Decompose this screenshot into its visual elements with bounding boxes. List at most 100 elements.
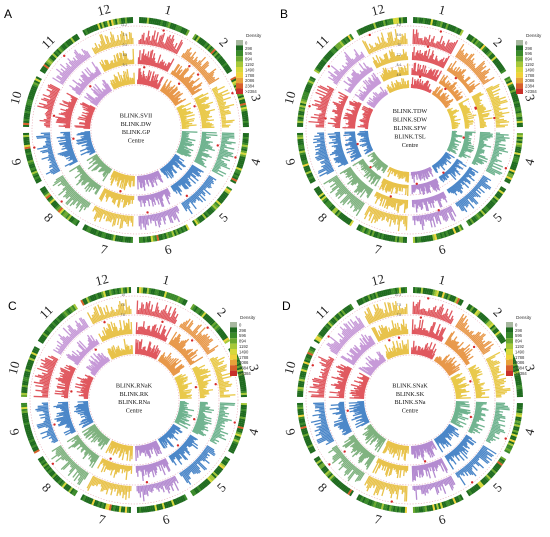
- legend-label: 1192: [239, 344, 249, 349]
- centre-label: BLINK.DW: [121, 121, 152, 128]
- significant-locus: [419, 76, 421, 78]
- legend-label: 2086: [239, 360, 249, 365]
- snp-bar: [136, 446, 137, 461]
- chromosome-label: 4: [521, 156, 537, 167]
- axis-tick-label: 9.1: [123, 63, 128, 67]
- density-segment: [21, 395, 27, 397]
- chromosome-label: 9: [9, 157, 25, 167]
- snp-bar: [88, 477, 95, 491]
- snp-bar: [45, 415, 49, 416]
- snp-bar: [38, 406, 49, 407]
- snp-bar: [137, 466, 138, 477]
- legend-label: 1192: [245, 62, 255, 67]
- snp-bar: [336, 138, 341, 139]
- snp-bar: [401, 55, 402, 61]
- significant-locus: [103, 321, 105, 323]
- density-segment: [131, 17, 133, 23]
- snp-bar: [47, 118, 51, 119]
- panel-c: C123456789101112107.67.6BLINK.RNaKBLINK.…: [5, 271, 263, 528]
- snp-bar: [221, 116, 225, 117]
- snp-bar: [318, 119, 325, 120]
- snp-bar: [150, 41, 151, 45]
- legend-swatch: [236, 78, 243, 83]
- legend-label: 1490: [245, 67, 255, 72]
- chromosome-label: 6: [163, 241, 174, 257]
- snp-bar: [122, 485, 123, 492]
- density-segment: [23, 135, 29, 137]
- snp-bar: [131, 33, 132, 44]
- legend-label: 1788: [245, 73, 255, 78]
- significant-locus: [53, 115, 55, 117]
- density-segment: [129, 507, 131, 513]
- snp-bar: [143, 33, 144, 44]
- significant-locus: [186, 195, 188, 197]
- snp-bar: [78, 404, 88, 405]
- snp-bar: [416, 29, 417, 44]
- snp-bar: [403, 54, 404, 60]
- snp-bar: [422, 308, 423, 315]
- snp-bar: [404, 36, 405, 44]
- snp-bar: [414, 34, 415, 44]
- significant-locus: [455, 77, 457, 79]
- snp-bar: [220, 148, 224, 149]
- legend-label: 2384: [239, 366, 249, 371]
- snp-bar: [220, 391, 229, 392]
- snp-bar: [480, 123, 486, 124]
- significant-locus: [70, 390, 72, 392]
- snp-bar: [117, 214, 118, 218]
- legend-label: 1192: [525, 62, 535, 67]
- snp-bar: [57, 404, 68, 405]
- significant-locus: [390, 195, 392, 197]
- centre-label: BLINK.RNaK: [116, 382, 153, 389]
- chromosome-label: 11: [36, 302, 55, 321]
- legend-label: 1788: [239, 355, 249, 360]
- density-segment: [241, 393, 247, 395]
- density-segment: [131, 237, 133, 243]
- snp-bar: [496, 125, 508, 126]
- snp-bar: [403, 49, 404, 60]
- density-segment: [403, 17, 405, 23]
- panel-letter: D: [282, 299, 291, 313]
- snp-bar: [175, 40, 182, 54]
- snp-bar: [42, 390, 48, 391]
- snp-bar: [416, 329, 417, 334]
- legend-swatch: [236, 40, 243, 45]
- snp-bar: [402, 34, 403, 44]
- legend-label: 2384: [245, 84, 255, 89]
- snp-bar: [120, 40, 121, 45]
- snp-bar: [196, 459, 206, 469]
- legend-swatch: [516, 67, 523, 72]
- significant-locus: [440, 30, 442, 32]
- legend-swatch: [236, 62, 243, 67]
- snp-bar: [152, 312, 153, 316]
- snp-bar: [422, 40, 423, 45]
- snp-bar: [128, 59, 129, 65]
- density-segment: [243, 125, 249, 127]
- snp-bar: [418, 216, 419, 222]
- snp-bar: [219, 414, 225, 415]
- snp-bar: [220, 407, 229, 408]
- legend-title: Density: [246, 33, 262, 38]
- snp-bar: [495, 142, 499, 143]
- significant-locus: [234, 421, 236, 423]
- legend-label: >2384: [245, 89, 257, 94]
- snp-bar: [221, 120, 226, 121]
- legend-label: >2384: [239, 371, 251, 376]
- snp-bar: [417, 33, 418, 45]
- snp-bar: [424, 309, 425, 315]
- snp-bar: [338, 143, 342, 144]
- legend-swatch: [230, 333, 237, 338]
- snp-bar: [422, 199, 423, 203]
- snp-bar: [144, 309, 145, 315]
- chromosome-label: 2: [490, 34, 505, 49]
- significant-locus: [231, 92, 233, 94]
- snp-bar: [120, 215, 121, 219]
- snp-bar: [496, 134, 509, 135]
- significant-locus: [178, 83, 180, 85]
- significant-locus: [416, 183, 418, 185]
- legend-label: 1788: [525, 73, 535, 78]
- snp-bar: [403, 68, 404, 75]
- legend-label: 894: [245, 57, 253, 62]
- centre-label: BLINK.SDW: [393, 117, 427, 124]
- significant-locus: [109, 458, 111, 460]
